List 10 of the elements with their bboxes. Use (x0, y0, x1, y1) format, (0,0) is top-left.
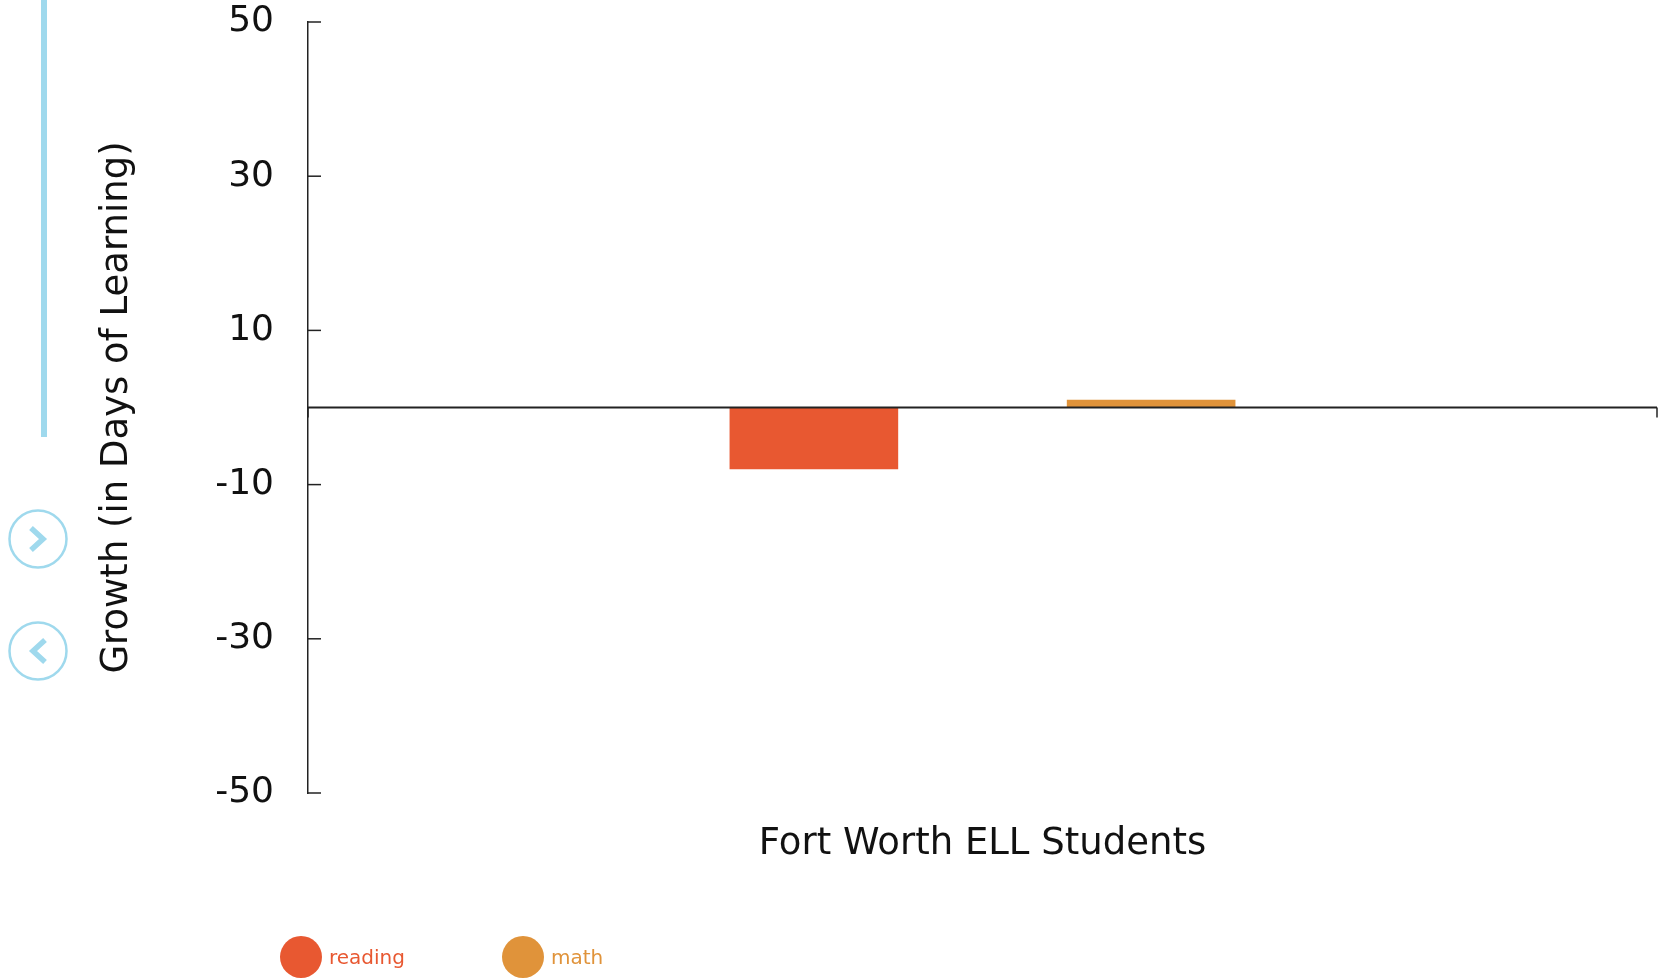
y-axis-title: Growth (in Days of Learning) (92, 141, 136, 674)
x-tick-label: Fort Worth ELL Students (758, 819, 1207, 863)
y-tick-label: 10 (228, 306, 274, 348)
y-tick-label: 50 (228, 0, 274, 40)
y-tick-label: -30 (215, 615, 274, 657)
y-tick-label: -10 (215, 460, 274, 502)
y-tick-label: -50 (215, 769, 274, 811)
y-tick-label: 30 (228, 152, 274, 194)
legend-label: reading (329, 945, 405, 969)
legend-label: math (550, 945, 604, 969)
